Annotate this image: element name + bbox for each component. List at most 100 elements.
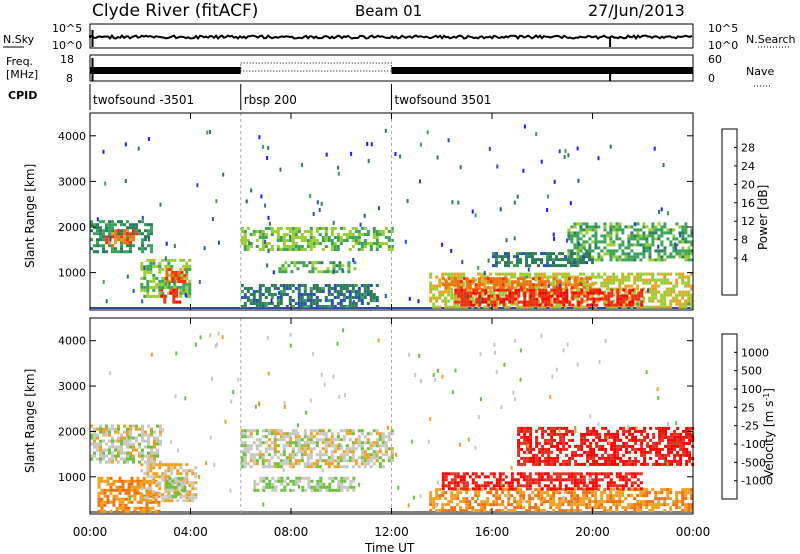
data-cell: [441, 475, 445, 479]
data-cell: [117, 451, 120, 455]
data-cell: [624, 472, 628, 476]
data-cell: [594, 225, 598, 229]
data-cell: [690, 240, 694, 244]
data-cell: [651, 231, 655, 235]
data-cell: [106, 500, 110, 504]
data-cell: [507, 255, 510, 259]
data-cell: [678, 491, 682, 495]
data-cell: [351, 287, 355, 290]
data-cell: [514, 288, 518, 292]
data-cell: [651, 290, 655, 294]
data-cell: [570, 258, 573, 262]
data-cell: [565, 459, 569, 463]
data-cell: [475, 297, 479, 301]
data-cell: [585, 252, 588, 256]
data-cell: [130, 476, 134, 480]
data-cell: [378, 432, 382, 436]
data-cell: [167, 291, 171, 295]
data-cell: [624, 246, 628, 250]
data-cell: [121, 506, 125, 510]
data-cell: [604, 438, 608, 442]
scatter-cell: [194, 342, 197, 347]
scatter-cell: [562, 496, 565, 501]
data-cell: [102, 232, 105, 236]
data-cell: [675, 284, 679, 288]
data-cell: [444, 272, 448, 276]
scatter-cell: [215, 199, 218, 204]
data-cell: [154, 497, 158, 501]
data-cell: [108, 223, 111, 227]
data-cell: [531, 258, 534, 262]
data-cell: [516, 484, 520, 488]
scatter-cell: [525, 451, 528, 455]
data-cell: [111, 244, 115, 248]
data-cell: [651, 305, 655, 309]
data-cell: [161, 291, 165, 295]
noise-left-label: N.Sky: [3, 33, 35, 46]
data-cell: [123, 424, 126, 428]
data-cell: [552, 258, 555, 262]
data-cell: [255, 230, 259, 233]
data-cell: [303, 236, 307, 239]
data-cell: [357, 438, 361, 442]
data-cell: [529, 441, 533, 445]
scatter-cell: [248, 241, 251, 246]
data-cell: [317, 270, 321, 274]
data-cell: [654, 305, 658, 309]
scatter-cell: [404, 239, 407, 244]
data-cell: [304, 476, 308, 480]
data-cell: [441, 481, 445, 485]
data-cell: [306, 245, 310, 248]
data-cell: [240, 284, 244, 287]
data-cell: [651, 293, 655, 297]
data-cell: [318, 305, 322, 308]
data-cell: [348, 438, 352, 442]
data-cell: [164, 475, 168, 479]
data-cell: [609, 481, 613, 485]
data-cell: [441, 491, 445, 495]
data-cell: [330, 453, 334, 457]
data-cell: [624, 290, 628, 294]
data-cell: [549, 281, 553, 285]
data-cell: [147, 436, 150, 440]
data-cell: [261, 245, 265, 248]
scatter-cell: [674, 246, 677, 251]
scatter-cell: [384, 128, 387, 133]
data-cell: [381, 453, 385, 457]
data-cell: [648, 231, 652, 235]
data-cell: [606, 305, 610, 309]
data-cell: [477, 305, 481, 309]
data-cell: [150, 457, 153, 461]
data-cell: [630, 225, 634, 229]
data-cell: [663, 500, 667, 504]
data-cell: [607, 459, 611, 463]
data-cell: [606, 287, 610, 291]
data-cell: [111, 220, 114, 224]
data-cell: [540, 472, 544, 476]
data-cell: [553, 456, 557, 460]
data-cell: [336, 290, 340, 293]
data-cell: [658, 447, 662, 451]
data-cell: [687, 284, 691, 288]
data-cell: [453, 280, 457, 284]
data-cell: [673, 438, 677, 442]
data-cell: [354, 293, 358, 296]
data-cell: [132, 448, 135, 452]
data-cell: [558, 500, 562, 504]
data-cell: [573, 264, 576, 268]
data-cell: [172, 297, 176, 301]
data-cell: [541, 291, 545, 295]
data-cell: [99, 235, 102, 239]
data-cell: [171, 482, 175, 486]
data-cell: [537, 478, 541, 482]
data-cell: [150, 427, 153, 431]
data-cell: [675, 299, 679, 303]
data-cell: [255, 302, 259, 305]
data-cell: [273, 447, 277, 451]
data-cell: [462, 475, 466, 479]
data-cell: [167, 499, 171, 503]
data-cell: [117, 238, 121, 242]
data-cell: [624, 484, 628, 488]
scatter-cell: [437, 480, 439, 485]
data-cell: [441, 275, 445, 279]
